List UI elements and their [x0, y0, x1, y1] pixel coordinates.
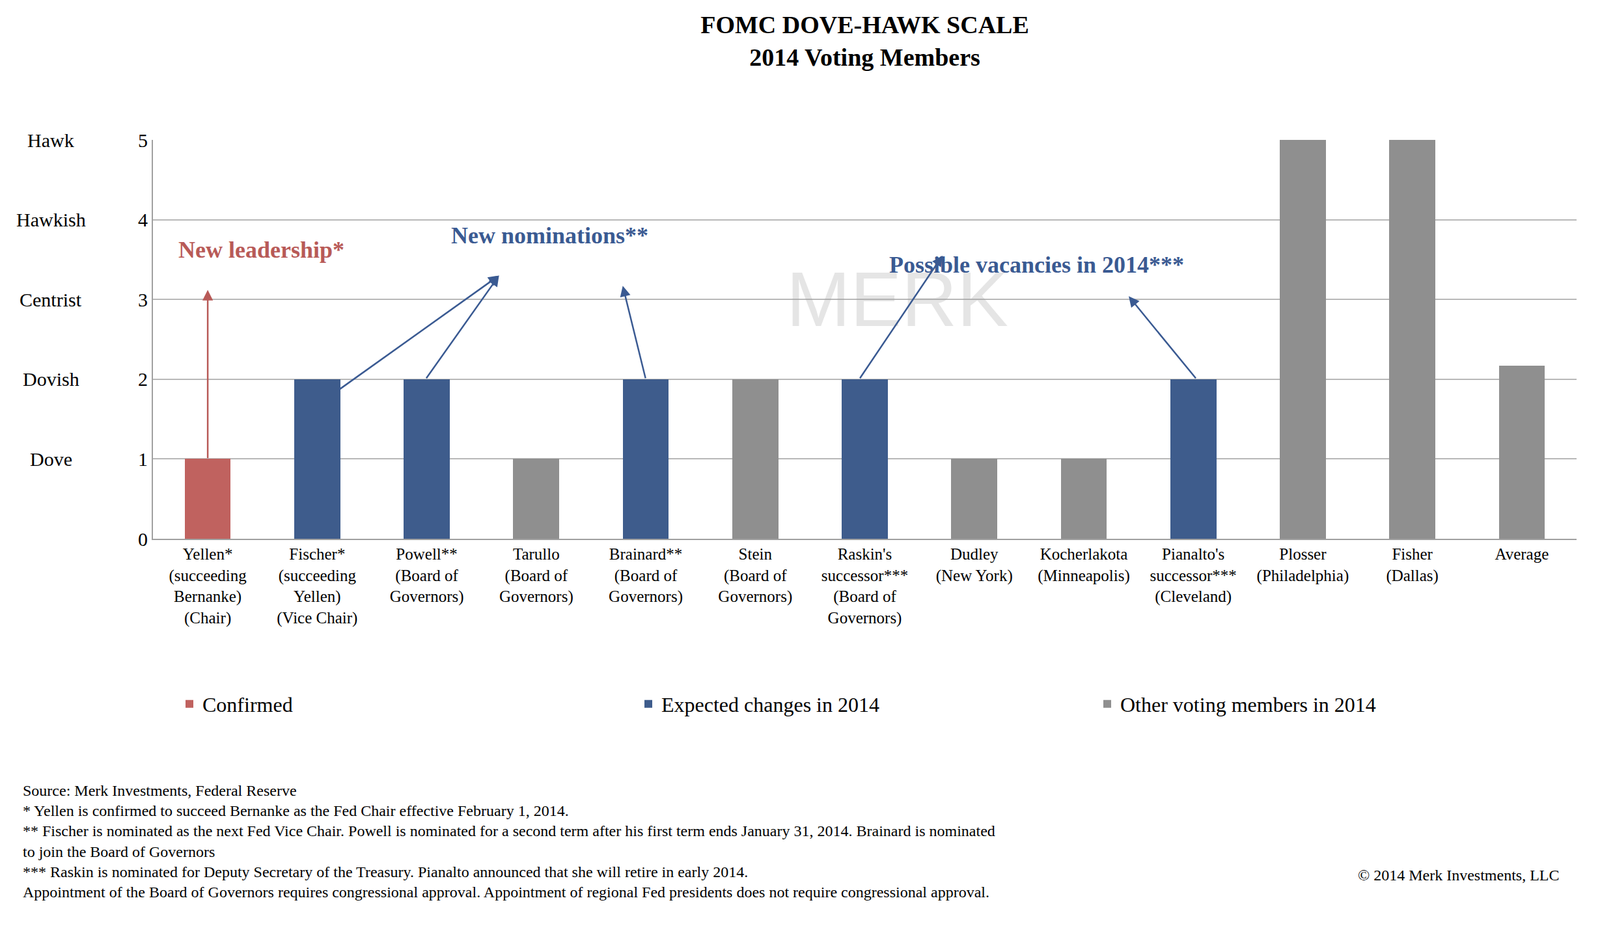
svg-text:Fischer*(succeedingYellen)(Vic: Fischer*(succeedingYellen)(Vice Chair) — [276, 545, 358, 628]
svg-text:3: 3 — [137, 289, 148, 311]
svg-text:Brainard**(Board ofGovernors): Brainard**(Board ofGovernors) — [608, 545, 683, 607]
svg-text:Yellen*(succeedingBernanke)(Ch: Yellen*(succeedingBernanke)(Chair) — [168, 545, 247, 628]
svg-text:Raskin'ssuccessor***(Board ofG: Raskin'ssuccessor***(Board ofGovernors) — [821, 545, 909, 628]
svg-text:Powell**(Board ofGovernors): Powell**(Board ofGovernors) — [389, 545, 465, 607]
svg-text:Dudley(New York): Dudley(New York) — [936, 545, 1013, 586]
svg-text:Tarullo(Board ofGovernors): Tarullo(Board ofGovernors) — [499, 545, 574, 607]
svg-text:4: 4 — [137, 208, 148, 231]
svg-text:Dove: Dove — [29, 448, 73, 470]
svg-text:Source: Merk Investments, Fede: Source: Merk Investments, Federal Reserv… — [22, 782, 996, 901]
svg-text:Pianalto'ssuccessor***(Clevela: Pianalto'ssuccessor***(Cleveland) — [1150, 545, 1237, 607]
svg-text:2: 2 — [137, 368, 148, 390]
svg-text:Hawkish: Hawkish — [16, 208, 86, 231]
svg-text:New nominations**: New nominations** — [451, 222, 649, 249]
svg-text:Stein(Board ofGovernors): Stein(Board ofGovernors) — [717, 545, 793, 607]
svg-text:© 2014 Merk Investments, LLC: © 2014 Merk Investments, LLC — [1357, 867, 1560, 884]
svg-text:5: 5 — [137, 129, 148, 152]
svg-text:Other voting members in 2014: Other voting members in 2014 — [1120, 693, 1377, 717]
svg-text:Centrist: Centrist — [19, 289, 83, 311]
svg-text:FOMC DOVE-HAWK SCALE2014 Votin: FOMC DOVE-HAWK SCALE2014 Voting Members — [700, 11, 1030, 71]
svg-text:1: 1 — [137, 448, 148, 470]
svg-text:Expected changes in 2014: Expected changes in 2014 — [661, 693, 880, 717]
svg-text:Kocherlakota(Minneapolis): Kocherlakota(Minneapolis) — [1037, 545, 1131, 586]
svg-text:Possible vacancies in 2014***: Possible vacancies in 2014*** — [889, 251, 1185, 278]
svg-text:Fisher(Dallas): Fisher(Dallas) — [1385, 545, 1439, 586]
svg-text:Dovish: Dovish — [22, 368, 80, 390]
svg-text:Average: Average — [1494, 545, 1549, 564]
svg-text:0: 0 — [137, 528, 148, 551]
svg-text:Hawk: Hawk — [27, 129, 75, 152]
svg-text:Plosser(Philadelphia): Plosser(Philadelphia) — [1256, 545, 1350, 586]
svg-text:New leadership*: New leadership* — [178, 236, 345, 263]
svg-text:MERK: MERK — [786, 256, 1009, 343]
svg-text:Confirmed: Confirmed — [202, 693, 293, 717]
